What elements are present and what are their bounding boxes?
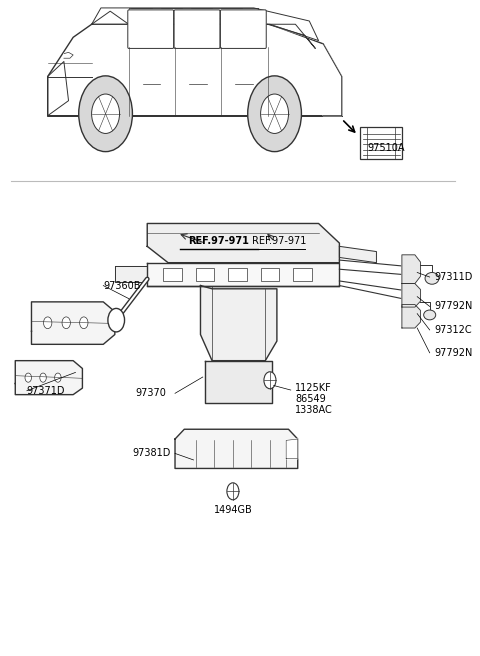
- Polygon shape: [201, 285, 277, 361]
- Text: 97510A: 97510A: [367, 144, 405, 154]
- Polygon shape: [402, 304, 420, 328]
- Text: 97360B: 97360B: [103, 281, 141, 291]
- Polygon shape: [115, 266, 147, 282]
- Text: 97792N: 97792N: [434, 348, 473, 358]
- Circle shape: [92, 94, 120, 133]
- Polygon shape: [147, 262, 339, 285]
- Polygon shape: [15, 361, 83, 395]
- Text: 97312C: 97312C: [434, 325, 472, 335]
- Polygon shape: [339, 247, 376, 262]
- Text: 97792N: 97792N: [434, 302, 473, 312]
- Circle shape: [25, 373, 32, 382]
- FancyBboxPatch shape: [174, 10, 220, 49]
- Bar: [293, 268, 312, 281]
- Circle shape: [227, 483, 239, 500]
- Text: 1338AC: 1338AC: [295, 405, 333, 415]
- Circle shape: [108, 308, 124, 332]
- Ellipse shape: [424, 310, 436, 320]
- Circle shape: [264, 372, 276, 389]
- Text: REF.97-971: REF.97-971: [189, 236, 250, 247]
- Ellipse shape: [425, 272, 439, 284]
- Text: 1125KF: 1125KF: [295, 383, 332, 393]
- Polygon shape: [92, 8, 319, 41]
- Circle shape: [62, 317, 71, 329]
- Polygon shape: [48, 24, 342, 115]
- Bar: [261, 268, 279, 281]
- Text: 97381D: 97381D: [132, 449, 170, 459]
- Circle shape: [55, 373, 61, 382]
- Circle shape: [44, 317, 52, 329]
- Text: 97371D: 97371D: [27, 386, 65, 396]
- Circle shape: [40, 373, 46, 382]
- Bar: [228, 268, 247, 281]
- Polygon shape: [286, 439, 298, 459]
- Bar: [196, 268, 215, 281]
- FancyBboxPatch shape: [360, 127, 402, 159]
- Text: 86549: 86549: [295, 394, 326, 404]
- Text: 97311D: 97311D: [434, 272, 473, 282]
- Polygon shape: [64, 52, 73, 58]
- Circle shape: [248, 76, 301, 152]
- FancyBboxPatch shape: [128, 10, 174, 49]
- Circle shape: [261, 94, 288, 133]
- Polygon shape: [402, 283, 420, 307]
- Text: 1494GB: 1494GB: [214, 504, 252, 514]
- Circle shape: [79, 76, 132, 152]
- Polygon shape: [402, 255, 420, 283]
- Polygon shape: [147, 224, 339, 262]
- Polygon shape: [175, 429, 298, 468]
- Text: 97370: 97370: [135, 388, 166, 398]
- FancyBboxPatch shape: [220, 10, 266, 49]
- Polygon shape: [323, 44, 342, 115]
- Circle shape: [80, 317, 88, 329]
- Text: REF.97-971: REF.97-971: [252, 236, 306, 247]
- Bar: [164, 268, 182, 281]
- Polygon shape: [32, 302, 115, 344]
- Polygon shape: [205, 361, 272, 403]
